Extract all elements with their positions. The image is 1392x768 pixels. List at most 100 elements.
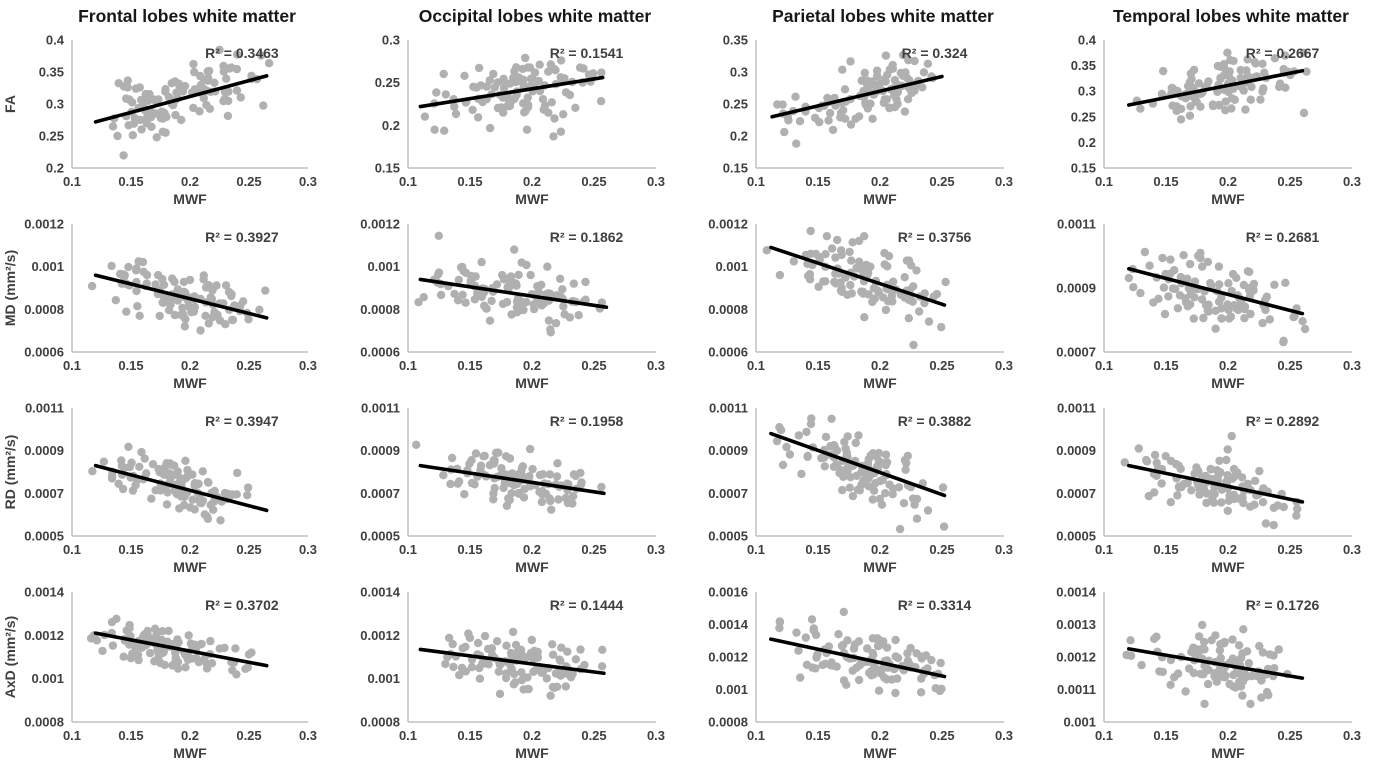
trend-line — [1127, 463, 1305, 504]
x-tick-label: 0.3 — [1343, 728, 1361, 743]
x-axis-label: MWF — [515, 191, 549, 207]
axes — [407, 408, 656, 537]
y-tick-label: 0.0008 — [360, 715, 400, 730]
axes — [755, 592, 1004, 723]
x-tick-label: 0.25 — [581, 174, 606, 189]
x-tick-label: 0.25 — [929, 542, 954, 557]
panel-occipital-md: 0.0006 0.0008 0.001 0.0012 0.1 0.15 0.2 0.25 0.3… — [360, 217, 665, 392]
x-axis-label: MWF — [1211, 375, 1245, 391]
x-axis-label: MWF — [173, 191, 207, 207]
y-tick-label: 0.0014 — [1056, 585, 1097, 600]
y-tick-label: 0.2 — [382, 118, 400, 133]
trend-line — [418, 75, 605, 109]
x-tick-label: 0.15 — [1153, 358, 1178, 373]
axes — [1103, 224, 1352, 353]
y-tick-label: 0.0012 — [360, 217, 400, 232]
x-axis-label: MWF — [1211, 559, 1245, 575]
panel-temporal-rd: 0.0005 0.0007 0.0009 0.0011 0.1 0.15 0.2 0.25 0.… — [1056, 401, 1361, 576]
x-axis-label: MWF — [173, 375, 207, 391]
r-squared-label: R² = 0.3882 — [898, 413, 972, 429]
x-tick-label: 0.25 — [929, 174, 954, 189]
trend-line — [93, 273, 269, 320]
y-tick-label: 0.2 — [1078, 135, 1096, 150]
x-tick-label: 0.15 — [1153, 174, 1178, 189]
x-tick-label: 0.1 — [399, 358, 417, 373]
column-3: Temporal lobes white matter 0.15 0.2 0.25 0.… — [1044, 0, 1392, 768]
r-squared-label: R² = 0.1726 — [1246, 597, 1320, 613]
x-tick-label: 0.1 — [63, 174, 81, 189]
x-tick-label: 0.25 — [929, 358, 954, 373]
column-0: Frontal lobes white matter 0.2 0.25 0.3 0.35… — [0, 0, 348, 768]
x-tick-label: 0.15 — [118, 174, 143, 189]
x-tick-label: 0.25 — [236, 728, 261, 743]
trend-line — [418, 277, 609, 309]
y-tick-label: 0.0005 — [24, 529, 64, 544]
y-tick-label: 0.2 — [46, 161, 64, 176]
y-tick-label: 0.0007 — [24, 486, 64, 501]
trend-line — [1127, 647, 1305, 680]
x-tick-label: 0.2 — [871, 728, 889, 743]
y-tick-label: 0.001 — [1063, 715, 1096, 730]
y-tick-label: 0.0008 — [360, 302, 400, 317]
y-tick-label: 0.0014 — [360, 585, 401, 600]
x-tick-label: 0.15 — [805, 728, 830, 743]
y-tick-label: 0.0009 — [1056, 281, 1096, 296]
axes — [71, 592, 308, 723]
y-tick-label: 0.2 — [730, 129, 748, 144]
x-tick-label: 0.3 — [995, 174, 1013, 189]
axes — [71, 408, 308, 537]
x-tick-label: 0.3 — [995, 728, 1013, 743]
x-tick-label: 0.15 — [805, 358, 830, 373]
r-squared-label: R² = 0.1444 — [550, 597, 624, 613]
y-tick-label: 0.0005 — [1056, 529, 1096, 544]
x-tick-label: 0.2 — [1219, 728, 1237, 743]
x-tick-label: 0.15 — [1153, 728, 1178, 743]
x-tick-label: 0.2 — [1219, 174, 1237, 189]
y-tick-label: 0.0009 — [1056, 443, 1096, 458]
panel-occipital-rd: 0.0005 0.0007 0.0009 0.0011 0.1 0.15 0.2 0.25 0.… — [360, 401, 665, 576]
y-tick-label: 0.3 — [382, 33, 400, 48]
x-tick-label: 0.2 — [523, 174, 541, 189]
x-tick-label: 0.15 — [1153, 542, 1178, 557]
x-tick-label: 0.1 — [747, 174, 765, 189]
axes — [755, 224, 1004, 353]
scatter-points — [772, 414, 949, 534]
y-axis-label: AxD (mm²/s) — [2, 616, 18, 698]
y-tick-label: 0.25 — [1071, 109, 1096, 124]
r-squared-label: R² = 0.2681 — [1246, 229, 1320, 245]
x-tick-label: 0.2 — [871, 542, 889, 557]
x-tick-label: 0.25 — [236, 174, 261, 189]
y-tick-label: 0.25 — [375, 75, 400, 90]
x-tick-label: 0.25 — [581, 542, 606, 557]
panel-parietal-md: 0.0006 0.0008 0.001 0.0012 0.1 0.15 0.2 0.25 0.3… — [708, 217, 1013, 392]
y-tick-label: 0.0009 — [360, 443, 400, 458]
r-squared-label: R² = 0.3702 — [205, 597, 279, 613]
y-tick-label: 0.35 — [39, 65, 64, 80]
y-tick-label: 0.4 — [1078, 33, 1097, 48]
y-tick-label: 0.001 — [367, 671, 400, 686]
axes — [407, 224, 656, 353]
scatter-points — [1124, 247, 1310, 347]
y-tick-label: 0.3 — [730, 65, 748, 80]
r-squared-label: R² = 0.1958 — [550, 413, 624, 429]
x-tick-label: 0.25 — [581, 728, 606, 743]
r-squared-label: R² = 0.1541 — [550, 45, 624, 61]
panel-temporal-axd: 0.001 0.0011 0.0012 0.0013 0.0014 0.1 0.15 0.2 0… — [1056, 585, 1361, 762]
trend-line — [769, 431, 947, 498]
r-squared-label: R² = 0.1862 — [550, 229, 624, 245]
x-tick-label: 0.3 — [299, 728, 317, 743]
x-tick-label: 0.2 — [871, 358, 889, 373]
trend-line — [93, 631, 269, 668]
panel-temporal-md: 0.0007 0.0009 0.0011 0.1 0.15 0.2 0.25 0.3 MWF R²… — [1056, 217, 1361, 392]
y-tick-label: 0.0011 — [25, 401, 64, 416]
axes — [1103, 592, 1352, 723]
r-squared-label: R² = 0.3756 — [898, 229, 972, 245]
panel-occipital-axd: 0.0008 0.001 0.0012 0.0014 0.1 0.15 0.2 0.25 0.3… — [360, 585, 665, 762]
y-tick-label: 0.0012 — [1056, 650, 1096, 665]
scatter-points — [1122, 620, 1292, 709]
panel-frontal-fa: 0.2 0.25 0.3 0.35 0.4 0.1 0.15 0.2 0.25 0.3 MWF FA R… — [2, 33, 317, 208]
x-axis-label: MWF — [1211, 191, 1245, 207]
scatter-points — [773, 50, 938, 148]
trend-line — [93, 463, 269, 513]
x-tick-label: 0.3 — [995, 358, 1013, 373]
